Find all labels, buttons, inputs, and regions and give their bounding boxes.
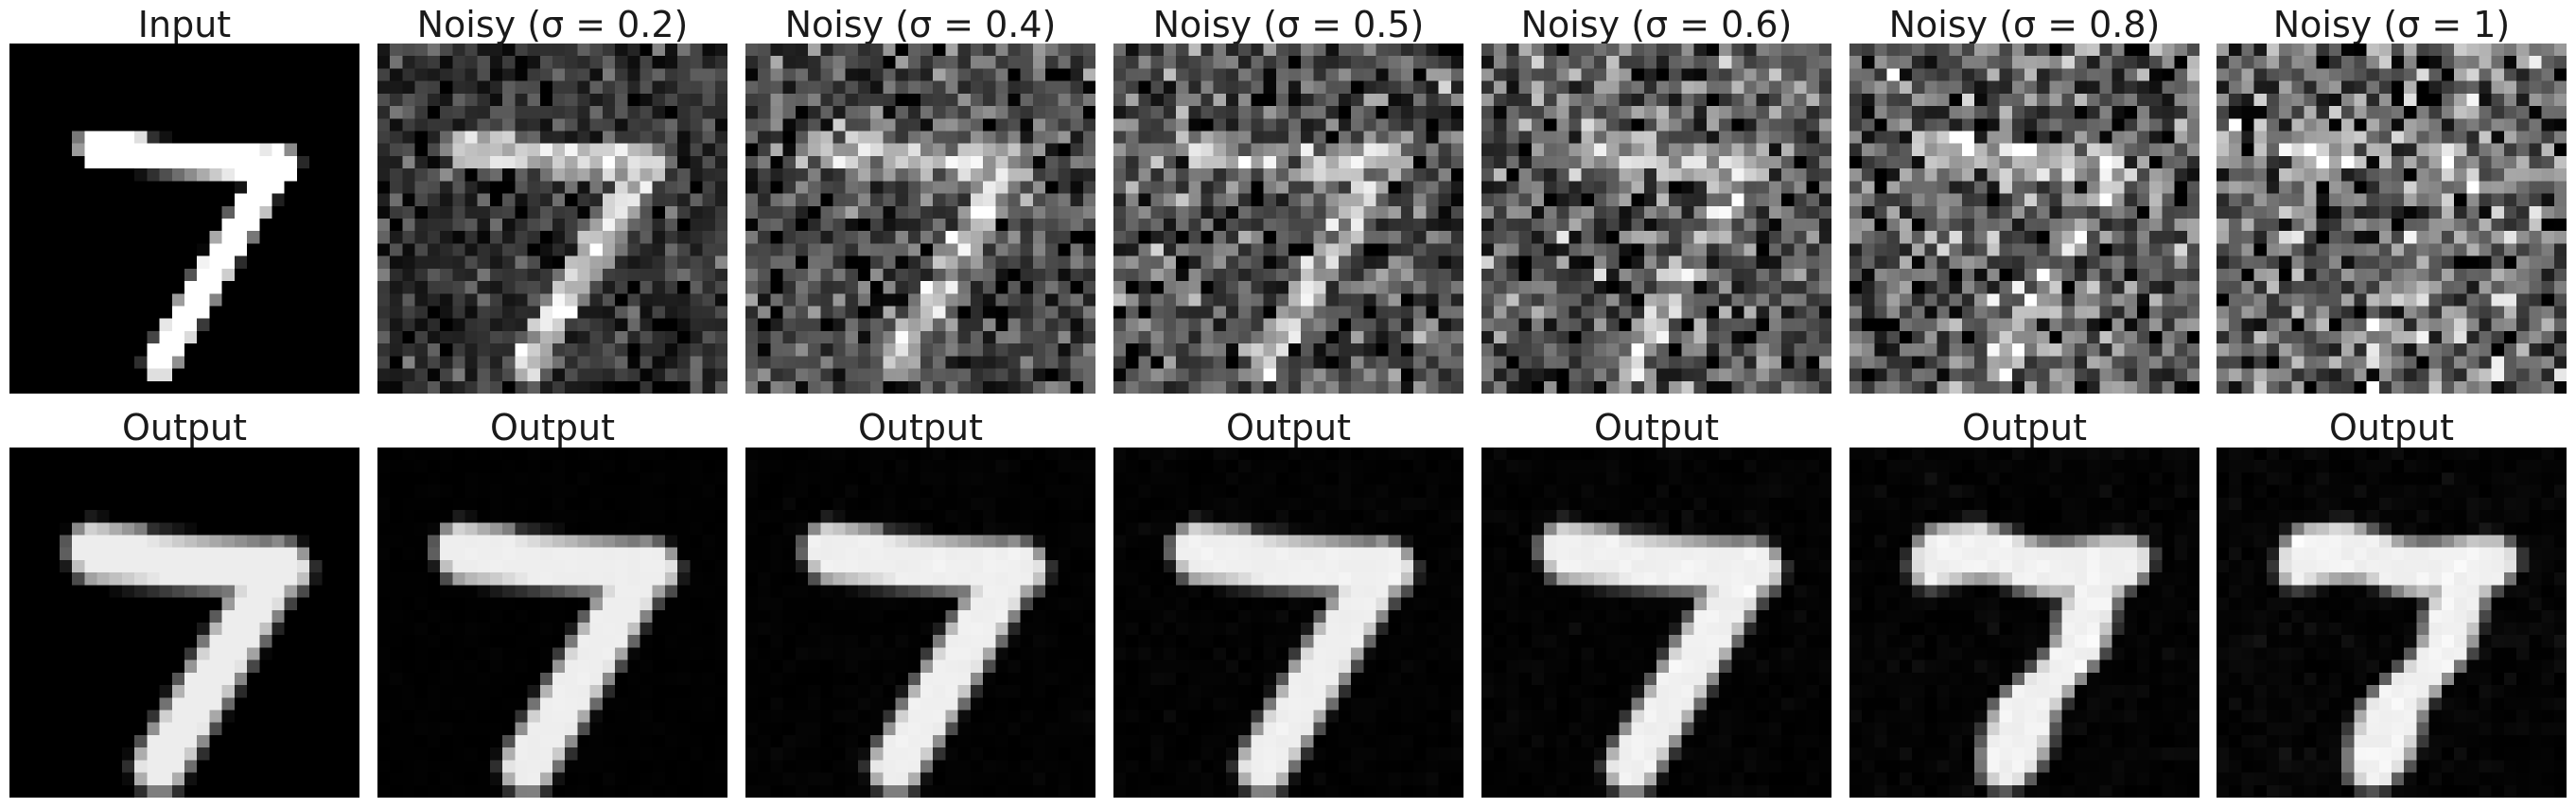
output-digit-image <box>9 448 359 798</box>
panel-title: Noisy (σ = 0.8) <box>1888 4 2161 45</box>
output-digit-image <box>377 448 727 798</box>
noisy-digit-image <box>1481 44 1831 394</box>
output-digit-image <box>1849 448 2199 798</box>
panel-title: Output <box>1962 407 2087 448</box>
panel-title: Output <box>1226 407 1351 448</box>
panel-title: Noisy (σ = 0.5) <box>1152 4 1425 45</box>
panel-title: Noisy (σ = 0.2) <box>416 4 689 45</box>
output-digit-image <box>1113 448 1463 798</box>
panel-title: Noisy (σ = 0.6) <box>1520 4 1793 45</box>
noisy-digit-image <box>2217 44 2567 394</box>
output-digit-image <box>745 448 1095 798</box>
input-digit-image <box>9 44 359 394</box>
noisy-digit-image <box>1113 44 1463 394</box>
panel-title: Input <box>137 4 232 45</box>
panel-title: Output <box>490 407 615 448</box>
noisy-digit-image <box>745 44 1095 394</box>
noisy-digit-image <box>1849 44 2199 394</box>
output-digit-image <box>1481 448 1831 798</box>
panel-title: Output <box>2329 407 2454 448</box>
panel-title: Output <box>858 407 983 448</box>
noisy-digit-image <box>377 44 727 394</box>
panel-title: Noisy (σ = 0.4) <box>784 4 1057 45</box>
panel-title: Output <box>122 407 247 448</box>
panel-title: Output <box>1594 407 1719 448</box>
output-digit-image <box>2217 448 2567 798</box>
panel-title: Noisy (σ = 1) <box>2272 4 2511 45</box>
